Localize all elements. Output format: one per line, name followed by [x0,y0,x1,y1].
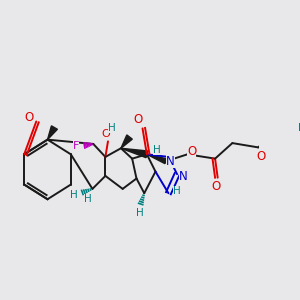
Polygon shape [147,154,167,164]
Polygon shape [121,135,132,148]
Text: O: O [101,129,110,139]
Text: N: N [166,155,175,168]
Text: F: F [73,141,79,151]
Polygon shape [121,148,148,158]
Polygon shape [47,126,57,140]
Text: H: H [108,123,116,134]
Text: O: O [211,180,220,193]
Text: O: O [256,149,266,163]
Text: H: H [173,186,181,196]
Text: H: H [70,190,77,200]
Text: O: O [134,113,143,126]
Text: H: H [84,194,92,204]
Text: N: N [179,170,188,183]
Text: O: O [25,111,34,124]
Text: O: O [187,145,196,158]
Text: H: H [298,122,300,133]
Text: H: H [153,145,161,155]
Text: H: H [136,208,144,218]
